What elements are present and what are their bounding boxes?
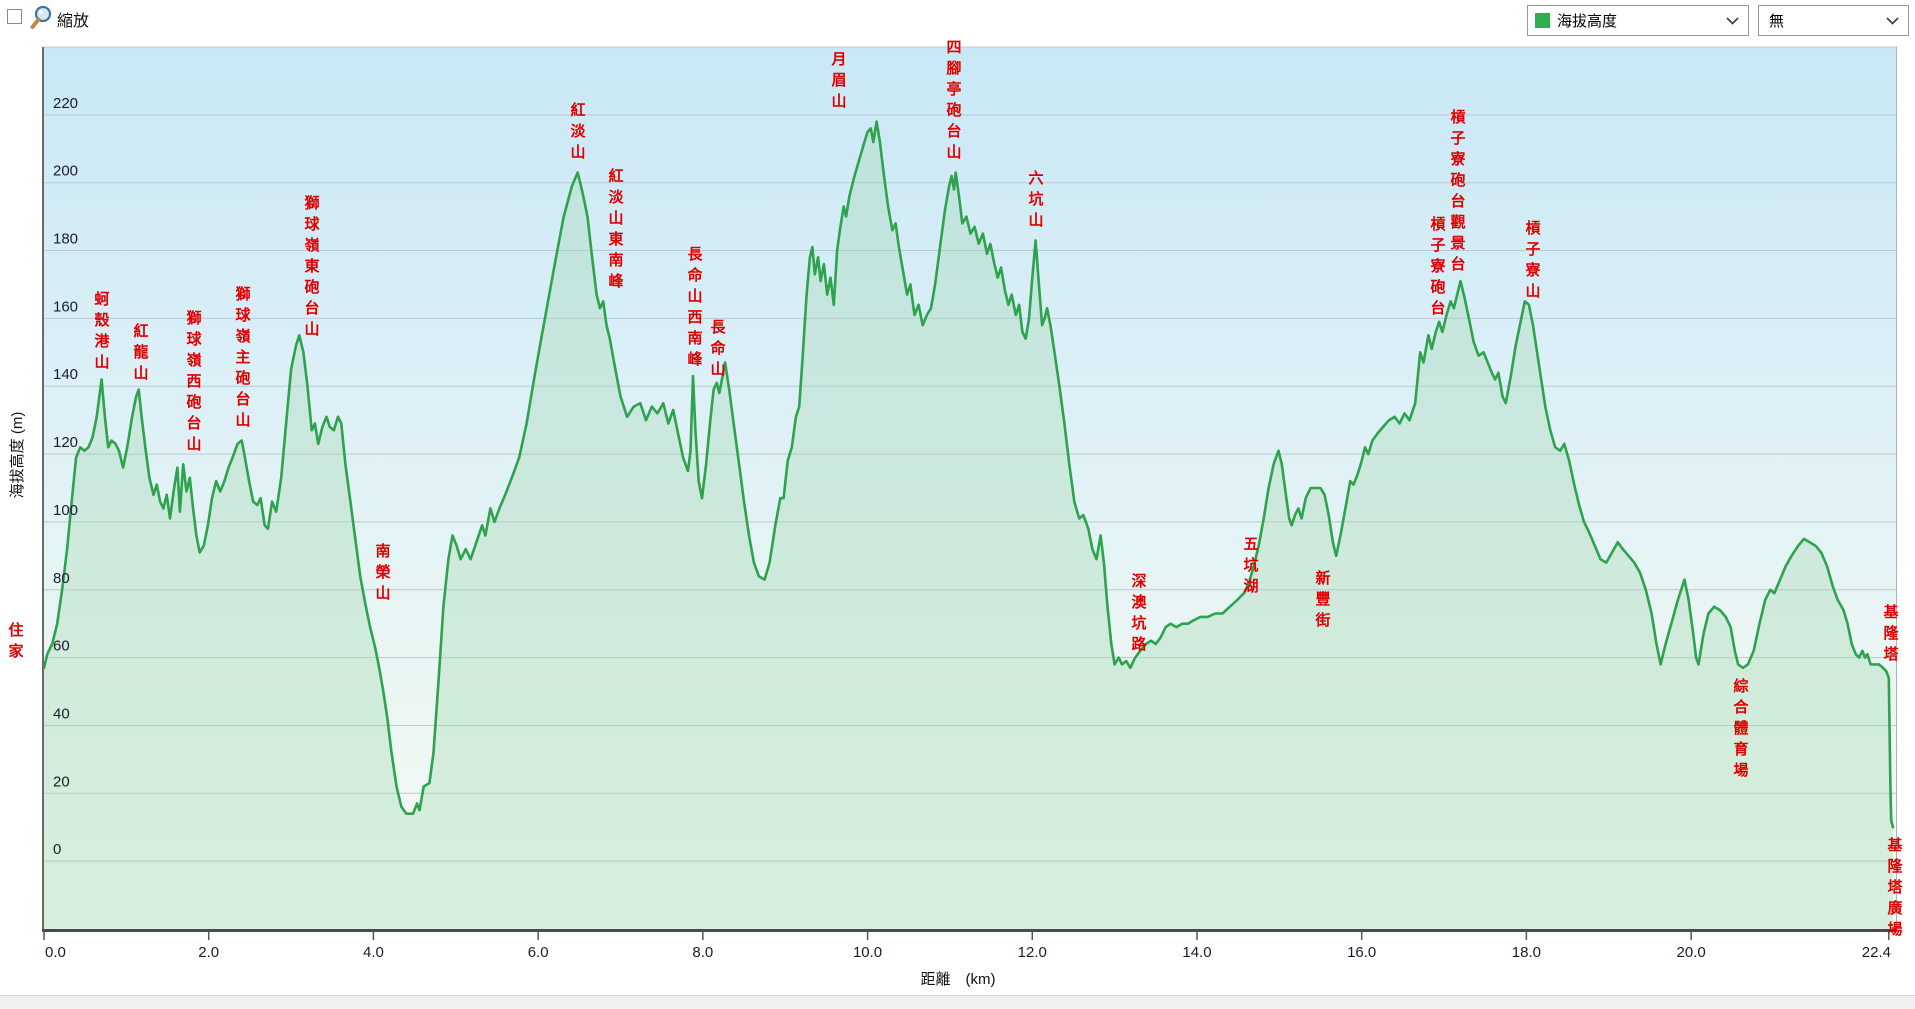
x-tick-label: 22.4 bbox=[1862, 944, 1891, 961]
x-tick-label: 10.0 bbox=[853, 944, 882, 961]
chevron-down-icon bbox=[1726, 16, 1739, 25]
y-tick-label: 0 bbox=[53, 841, 61, 858]
y-tick-label: 180 bbox=[53, 231, 78, 248]
x-tick-label: 8.0 bbox=[692, 944, 713, 961]
x-tick-label: 20.0 bbox=[1677, 944, 1706, 961]
magnifier-icon bbox=[30, 5, 52, 29]
x-tick-label: 16.0 bbox=[1347, 944, 1376, 961]
status-strip bbox=[0, 995, 1915, 1009]
y-tick-label: 20 bbox=[53, 773, 70, 790]
x-tick-label: 6.0 bbox=[528, 944, 549, 961]
x-tick-label: 12.0 bbox=[1018, 944, 1047, 961]
zoom-checkbox-label: 縮放 bbox=[57, 13, 90, 30]
x-tick-label: 0.0 bbox=[45, 944, 66, 961]
series-select[interactable]: 海拔高度 bbox=[1527, 5, 1749, 36]
y-tick-label: 80 bbox=[53, 570, 70, 587]
plot-background bbox=[44, 47, 1897, 929]
overlay-select[interactable]: 無 bbox=[1758, 5, 1909, 36]
zoom-toolbar: 縮放 bbox=[0, 0, 500, 36]
plot-area[interactable]: 0 20 40 60 80 100 120 140 160 180 200 220 0.0 2.0 4.0 6… bbox=[42, 46, 1897, 961]
x-tick-label: 4.0 bbox=[363, 944, 384, 961]
chevron-down-icon bbox=[1886, 16, 1899, 25]
y-tick-label: 60 bbox=[53, 638, 70, 655]
y-tick-label: 140 bbox=[53, 366, 78, 383]
y-tick-label: 160 bbox=[53, 298, 78, 315]
y-axis-title: 海拔高度 (m) bbox=[9, 412, 26, 499]
elevation-line bbox=[42, 120, 1895, 829]
x-tick-label: 14.0 bbox=[1182, 944, 1211, 961]
y-tick-label: 120 bbox=[53, 434, 78, 451]
series-select-value: 海拔高度 bbox=[1557, 13, 1618, 30]
y-tick-label: 200 bbox=[53, 163, 78, 180]
y-tick-label: 220 bbox=[53, 95, 78, 112]
y-tick-label: 100 bbox=[53, 502, 78, 519]
overlay-select-value: 無 bbox=[1769, 13, 1785, 30]
zoom-checkbox[interactable] bbox=[7, 9, 22, 24]
y-tick-label: 40 bbox=[53, 705, 70, 722]
series-color-swatch bbox=[1535, 13, 1550, 28]
x-axis-title: 距離 (km) bbox=[921, 970, 996, 988]
elevation-area-fill bbox=[44, 121, 1893, 930]
x-tick-label: 2.0 bbox=[198, 944, 219, 961]
x-tick-label: 18.0 bbox=[1512, 944, 1541, 961]
